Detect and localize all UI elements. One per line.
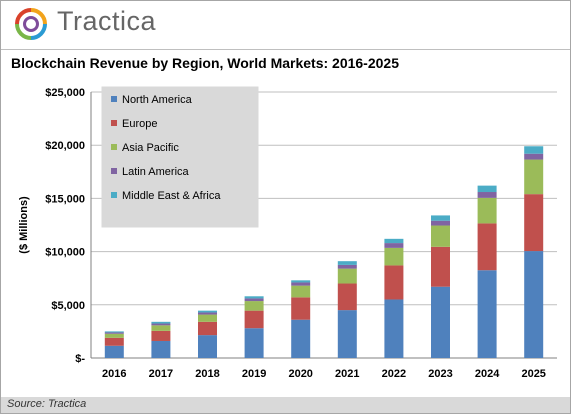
legend-label: Asia Pacific [122, 142, 179, 154]
bar-segment [431, 220, 450, 226]
bar-segment [198, 321, 217, 336]
bar-segment [477, 270, 497, 358]
bar-segment [431, 215, 450, 221]
bar-segment [151, 325, 171, 331]
bar-segment [384, 265, 404, 300]
legend-swatch [111, 192, 117, 198]
bar-segment [384, 299, 404, 358]
bar-segment [337, 283, 357, 311]
legend-box [101, 86, 259, 228]
legend-swatch [111, 120, 117, 126]
source-bar: Source: Tractica [1, 397, 570, 413]
x-tick-label: 2020 [288, 368, 312, 380]
bar-segment [431, 246, 450, 287]
bar-segment [337, 264, 357, 269]
bar-segment [104, 345, 124, 358]
bar-segment [337, 261, 357, 265]
bar-segment [151, 340, 171, 358]
x-tick-label: 2021 [335, 368, 359, 380]
bar-segment [337, 310, 357, 358]
legend-label: Latin America [122, 166, 190, 178]
header-divider [1, 49, 570, 50]
x-tick-label: 2025 [521, 368, 545, 380]
legend-swatch [111, 144, 117, 150]
bar-segment [431, 225, 450, 247]
source-text: Source: Tractica [7, 398, 87, 410]
bar-segment [477, 223, 497, 271]
header: Tractica [1, 1, 570, 47]
bar-segment [198, 314, 217, 322]
bar-segment [104, 332, 124, 334]
bar-segment [477, 197, 497, 224]
x-tick-label: 2023 [428, 368, 452, 380]
stacked-bar-chart: $- $5,000 $10,000 $15,000 $20,000 $25,000 ($ M… [18, 86, 557, 380]
bar-segment [431, 286, 450, 358]
bar-segment [104, 333, 124, 338]
y-tick-label: $20,000 [45, 140, 85, 152]
bar-segment [524, 159, 544, 195]
chart-title: Blockchain Revenue by Region, World Mark… [11, 55, 399, 71]
bar-segment [244, 298, 264, 302]
legend-label: Middle East & Africa [122, 190, 221, 202]
bar-segment [524, 194, 544, 252]
y-tick-label: $15,000 [45, 193, 85, 205]
bar-segment [151, 321, 171, 324]
x-tick-label: 2022 [382, 368, 406, 380]
bar-segment [524, 146, 544, 154]
bar-segment [477, 185, 497, 193]
x-tick-label: 2016 [102, 368, 126, 380]
bar-segment [384, 247, 404, 266]
bar-segment [151, 330, 171, 341]
y-axis-label: ($ Millions) [18, 196, 30, 254]
legend-label: North America [122, 94, 193, 106]
bar-segment [244, 328, 264, 358]
chart-area: $- $5,000 $10,000 $15,000 $20,000 $25,000 ($ M… [1, 77, 570, 395]
x-tick-label: 2018 [195, 368, 219, 380]
bar-segment [198, 335, 217, 358]
x-tick-label: 2019 [242, 368, 266, 380]
tractica-logo-icon [15, 8, 47, 40]
legend-label: Europe [122, 118, 157, 130]
bar-segment [291, 297, 311, 320]
bar-segment [244, 296, 264, 299]
x-tick-label: 2017 [149, 368, 173, 380]
bar-segment [198, 312, 217, 315]
bar-segment [104, 331, 124, 333]
bar-segment [291, 285, 311, 298]
bar-segment [384, 238, 404, 244]
bar-segment [244, 301, 264, 311]
brand-name: Tractica [57, 6, 157, 36]
bar-segment [244, 310, 264, 329]
y-tick-label: $5,000 [51, 300, 85, 312]
y-tick-label: $10,000 [45, 247, 85, 259]
bar-segment [291, 319, 311, 358]
bar-segment [291, 280, 311, 283]
bar-segment [104, 337, 124, 346]
bar-segment [524, 153, 544, 160]
bar-segment [337, 268, 357, 284]
legend-swatch [111, 168, 117, 174]
bar-segment [384, 243, 404, 248]
y-tick-label: $- [75, 353, 85, 365]
x-tick-label: 2024 [475, 368, 500, 380]
bar-segment [151, 323, 171, 326]
y-tick-label: $25,000 [45, 87, 85, 99]
bar-segment [477, 192, 497, 198]
bar-segment [524, 251, 544, 358]
legend-swatch [111, 96, 117, 102]
bar-segment [198, 310, 217, 313]
bar-segment [291, 282, 311, 286]
